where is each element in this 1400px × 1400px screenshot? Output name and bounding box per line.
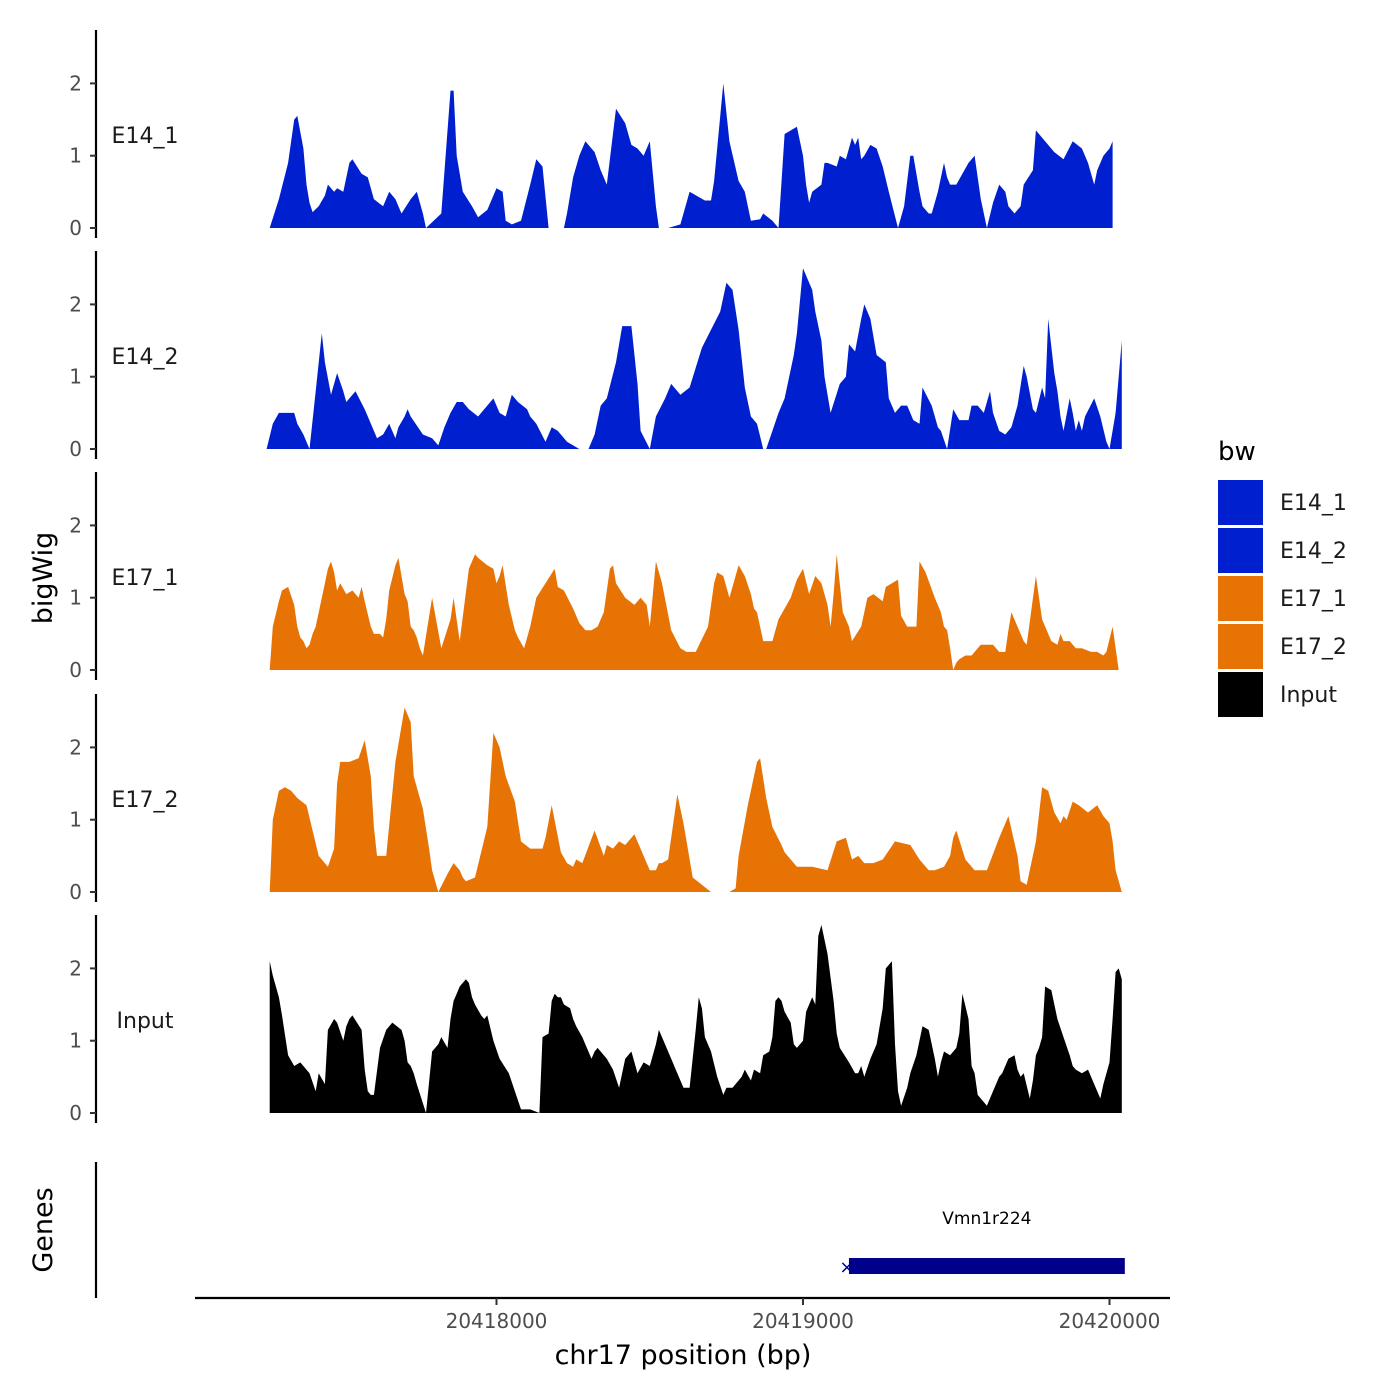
y-tick-label: 1 (69, 586, 82, 610)
legend-swatch (1218, 576, 1263, 621)
y-tick-label: 2 (69, 956, 82, 980)
area-e14-1 (269, 83, 1113, 229)
y-tick-label: 2 (69, 71, 82, 95)
area-e14-2 (266, 268, 1122, 449)
x-axis: 20418000 20419000 20420000 (195, 1296, 1170, 1333)
y-tick-label: 2 (69, 735, 82, 759)
legend-label: E17_2 (1280, 635, 1347, 660)
x-tick-label: 20419000 (752, 1309, 854, 1333)
gene-label: Vmn1r224 (942, 1209, 1031, 1229)
gene-strand-marker: × (839, 1257, 854, 1278)
track-e14-1: 0 1 2 E14_1 (69, 30, 1113, 240)
track-e14-2: 0 1 2 E14_2 (69, 251, 1122, 461)
genes-panel: Genes × Vmn1r224 (28, 1162, 1125, 1298)
legend: bw E14_1 E14_2 E17_1 E17_2 Input (1218, 437, 1347, 717)
track-label: E17_2 (112, 788, 179, 813)
track-input: 0 1 2 Input (69, 915, 1122, 1125)
y-axis-title: bigWig (28, 532, 59, 625)
bigwig-tracks: 0 1 2 E14_1 0 1 2 E14_2 0 1 2 E17_1 0 1 2 E17_2 0 1 2 Input (69, 30, 1122, 1125)
y-tick-label: 0 (69, 437, 82, 461)
track-e17-2: 0 1 2 E17_2 (69, 694, 1122, 904)
y-tick-label: 1 (69, 144, 82, 168)
y-tick-label: 1 (69, 365, 82, 389)
y-tick-label: 0 (69, 216, 82, 240)
y-tick-label: 2 (69, 292, 82, 316)
area-input (269, 925, 1122, 1113)
track-label: E14_1 (112, 124, 179, 149)
y-tick-label: 0 (69, 880, 82, 904)
gene-body (848, 1258, 1125, 1274)
area-e17-1 (269, 554, 1119, 670)
track-label: E14_2 (112, 345, 179, 370)
y-tick-label: 0 (69, 1101, 82, 1125)
legend-label: E14_1 (1280, 491, 1347, 516)
y-tick-label: 1 (69, 1029, 82, 1053)
x-tick-label: 20420000 (1059, 1309, 1161, 1333)
x-axis-title: chr17 position (bp) (555, 1340, 812, 1371)
genes-panel-title: Genes (28, 1187, 59, 1272)
track-label: Input (117, 1009, 174, 1034)
legend-swatch (1218, 480, 1263, 525)
y-tick-label: 0 (69, 658, 82, 682)
x-tick-label: 20418000 (446, 1309, 548, 1333)
legend-label: Input (1280, 683, 1337, 708)
legend-title: bw (1218, 437, 1256, 467)
y-tick-label: 1 (69, 808, 82, 832)
legend-label: E14_2 (1280, 539, 1347, 564)
legend-swatch (1218, 624, 1263, 669)
legend-swatch (1218, 528, 1263, 573)
track-label: E17_1 (112, 566, 179, 591)
legend-swatch (1218, 672, 1263, 717)
track-e17-1: 0 1 2 E17_1 (69, 472, 1119, 682)
y-tick-label: 2 (69, 513, 82, 537)
legend-label: E17_1 (1280, 587, 1347, 612)
area-e17-2 (269, 707, 1122, 892)
